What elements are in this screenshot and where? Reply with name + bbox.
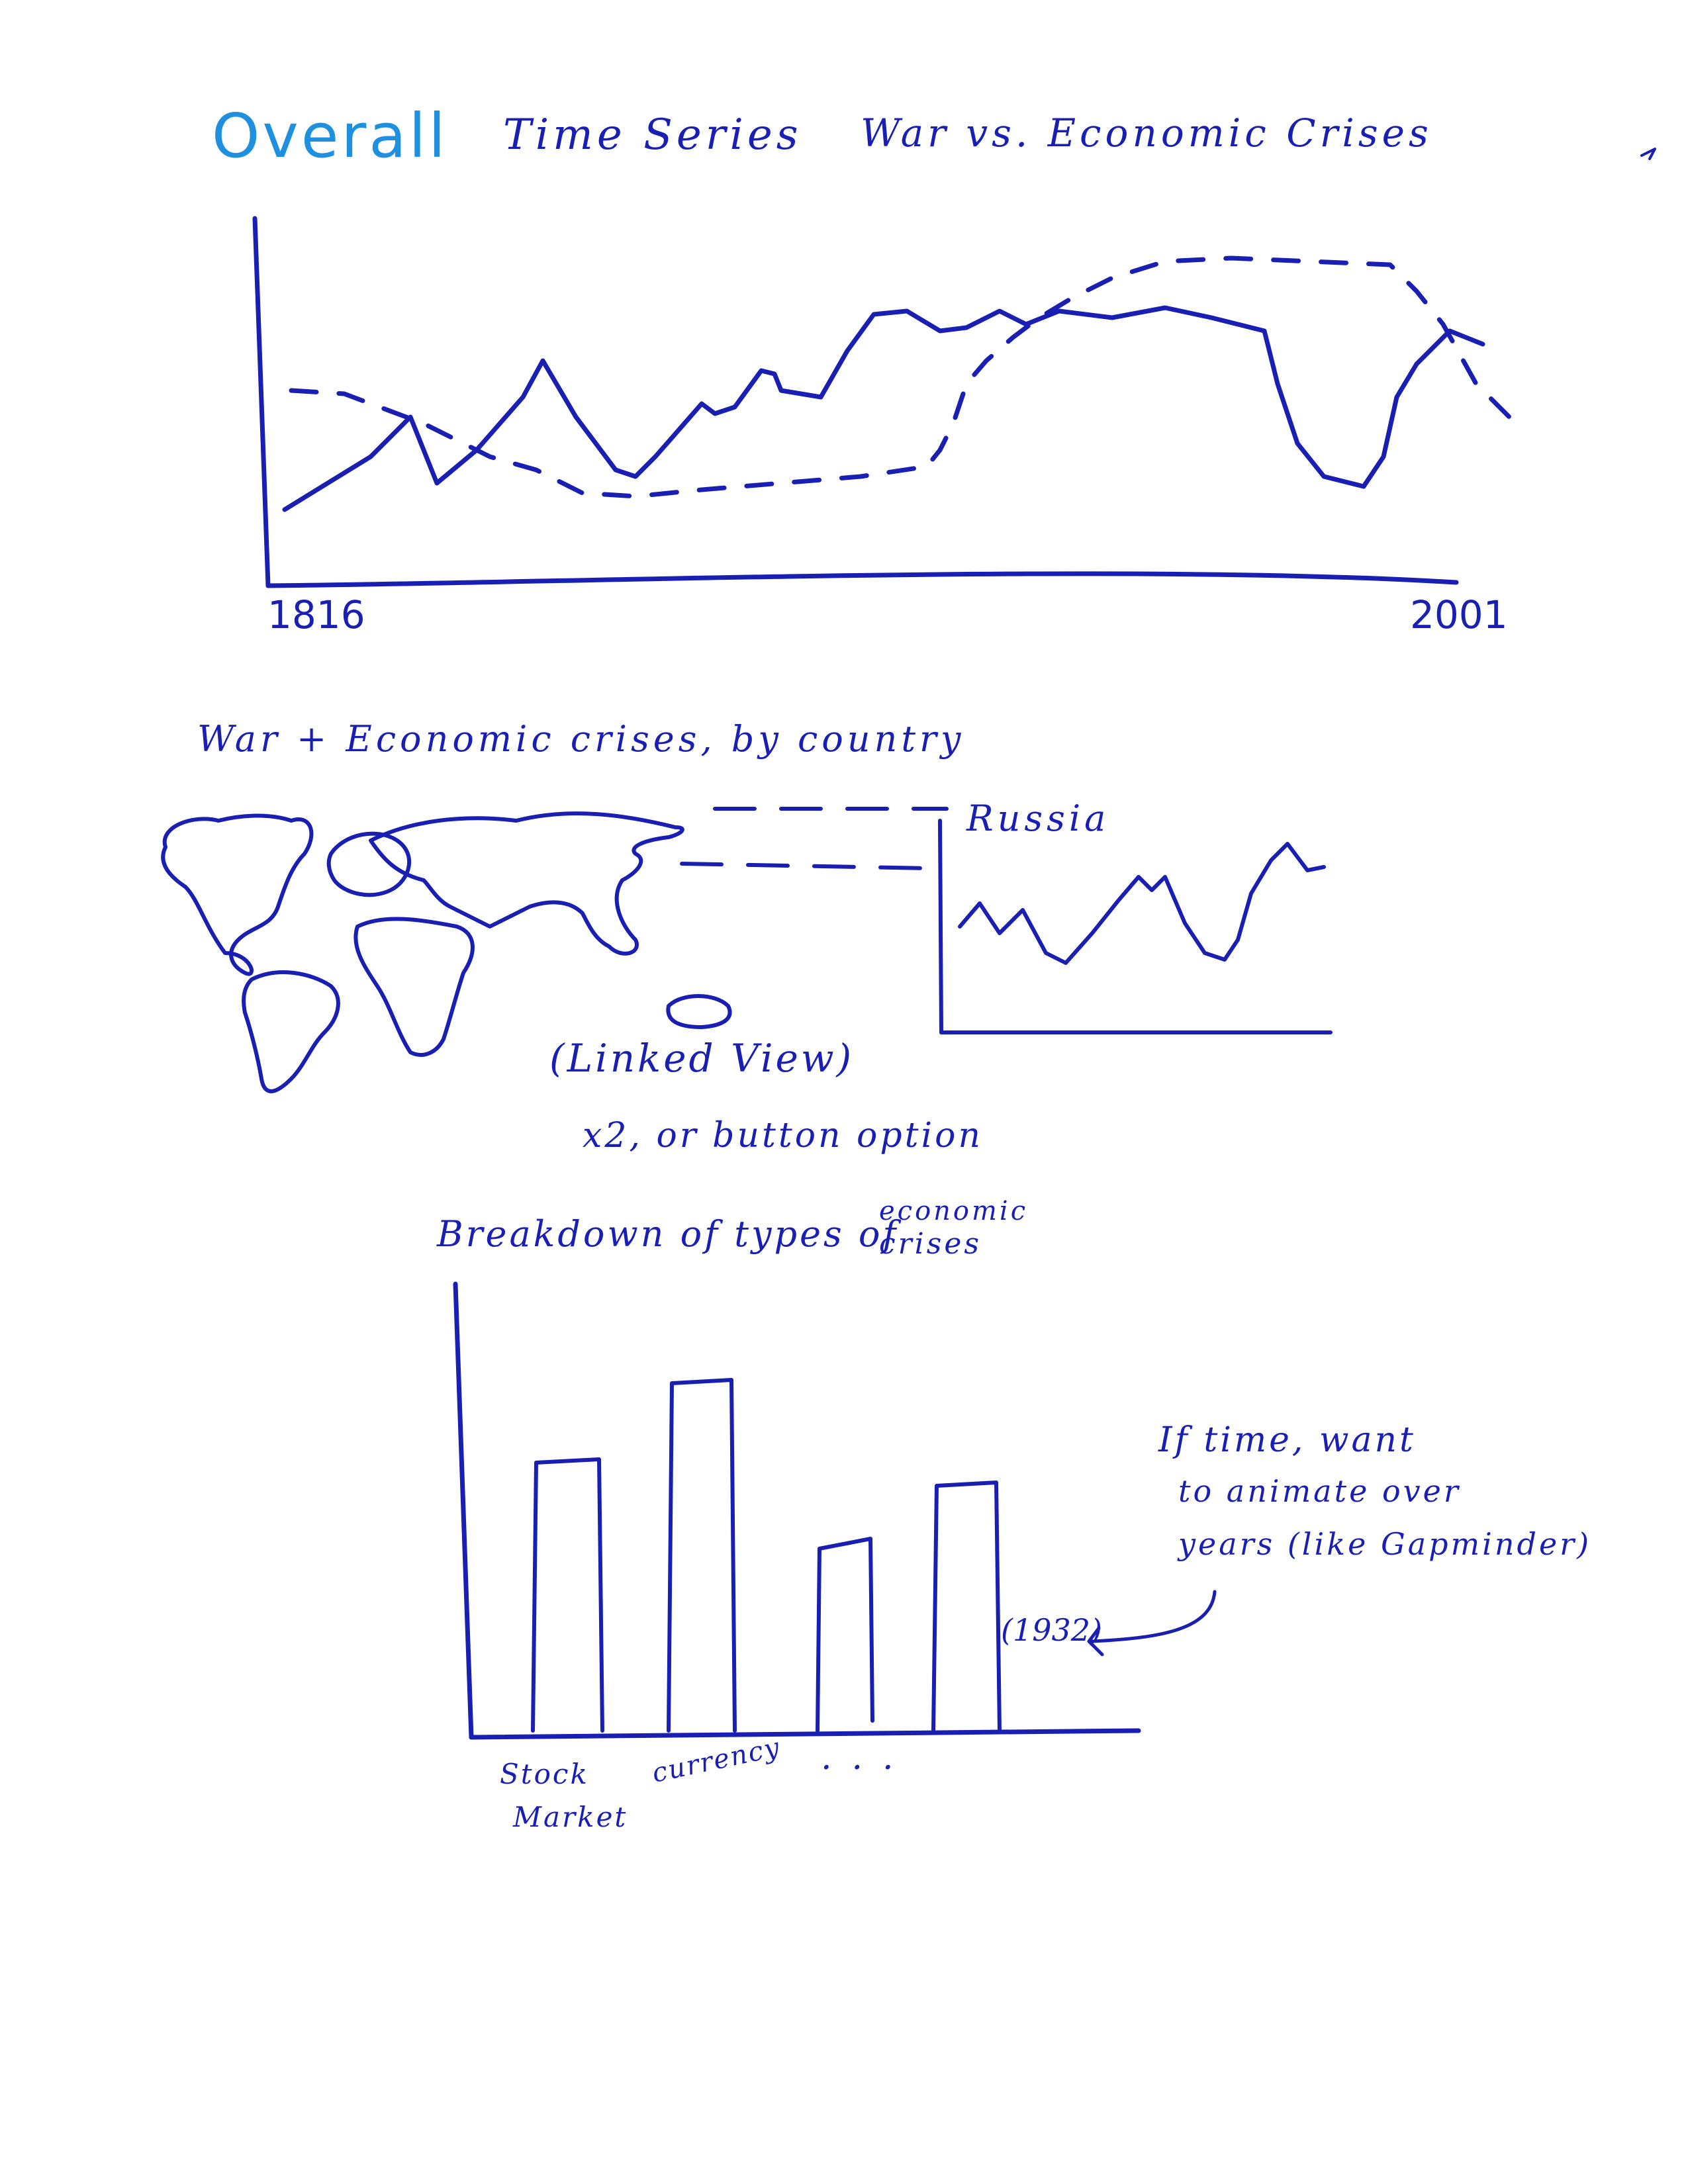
overall-dashed-series bbox=[289, 255, 1525, 499]
bar-fourth bbox=[931, 1480, 1002, 1733]
category-stock: Stock bbox=[500, 1758, 589, 1790]
corner-mark bbox=[1640, 148, 1656, 160]
category-ellipsis: ... bbox=[821, 1738, 914, 1778]
overall-chart bbox=[252, 216, 1525, 588]
russia-series bbox=[958, 842, 1326, 965]
map-eurasia bbox=[369, 811, 684, 956]
time-series-label: Time Series bbox=[503, 111, 802, 159]
map-greenland bbox=[326, 831, 411, 897]
world-map bbox=[161, 807, 949, 1093]
russia-chart bbox=[938, 819, 1333, 1034]
category-market: Market bbox=[513, 1801, 628, 1833]
overall-solid-series bbox=[282, 305, 1485, 512]
option-label: x2, or button option bbox=[583, 1116, 983, 1156]
bar-third bbox=[816, 1537, 874, 1733]
breakdown-y-axis bbox=[453, 1281, 474, 1740]
russia-y-axis bbox=[938, 819, 943, 1034]
note-line-1: If time, want bbox=[1158, 1420, 1416, 1460]
note-line-2: to animate over bbox=[1178, 1473, 1461, 1509]
overall-chart-title: War vs. Economic Crises bbox=[861, 111, 1432, 156]
overall-y-axis bbox=[252, 216, 271, 588]
map-africa bbox=[353, 917, 475, 1057]
x-axis-end-label: 2001 bbox=[1410, 592, 1508, 637]
note-line-3: years (like Gapminder) bbox=[1178, 1526, 1592, 1562]
bar-stock-market bbox=[531, 1457, 604, 1733]
breakdown-title-crises: crises bbox=[879, 1227, 982, 1261]
by-country-title: War + Economic crises, by country bbox=[197, 718, 965, 760]
annotation-arrowhead bbox=[1087, 1626, 1104, 1657]
breakdown-chart bbox=[453, 1281, 1217, 1740]
overall-word: Overall bbox=[212, 101, 448, 171]
year-label: (1932) bbox=[1001, 1612, 1102, 1648]
linked-view-label: (Linked View) bbox=[549, 1036, 855, 1081]
map-australia bbox=[666, 994, 732, 1029]
russia-label: Russia bbox=[966, 797, 1110, 839]
breakdown-title-economic: economic bbox=[879, 1196, 1029, 1226]
bar-currency bbox=[667, 1378, 737, 1733]
breakdown-title: Breakdown of types of bbox=[437, 1213, 899, 1255]
annotation-arrow bbox=[1090, 1590, 1217, 1643]
overall-x-axis bbox=[265, 571, 1459, 588]
x-axis-start-label: 1816 bbox=[267, 592, 365, 637]
map-north-america bbox=[161, 813, 314, 976]
map-south-america bbox=[242, 970, 340, 1093]
map-link-line-bottom bbox=[680, 862, 929, 870]
breakdown-x-axis bbox=[469, 1728, 1141, 1740]
